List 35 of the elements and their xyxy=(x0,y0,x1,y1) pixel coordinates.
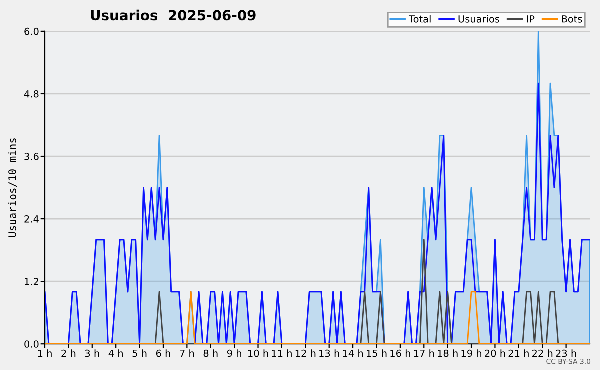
legend-label: IP xyxy=(527,16,535,23)
y-tick-label: 3.6 xyxy=(24,152,39,160)
x-tick-label: 6 h xyxy=(156,350,170,358)
x-tick-label: 8 h xyxy=(204,350,218,358)
x-tick-label: 10 h xyxy=(248,350,268,358)
legend-label: Total xyxy=(408,15,431,23)
x-tick-label: 14 h xyxy=(343,350,364,358)
x-tick-label: 1 h xyxy=(38,350,52,358)
x-tick-label: 17 h xyxy=(414,350,434,358)
x-tick-label: 3 h xyxy=(85,350,100,358)
x-tick-label: 13 h xyxy=(320,350,340,358)
x-tick-label: 11 h xyxy=(272,350,292,358)
y-tick-label: 6.0 xyxy=(24,28,39,36)
y-tick-label: 1.2 xyxy=(25,278,38,286)
x-tick-label: 21 h xyxy=(508,350,529,358)
x-tick-label: 15 h xyxy=(366,350,387,358)
y-axis-title: Usuarios/10 mins xyxy=(8,138,18,238)
x-tick-label: 20 h xyxy=(485,350,506,358)
x-tick-label: 16 h xyxy=(390,350,410,358)
x-tick-label: 2 h xyxy=(62,350,76,358)
legend-label: Usuarios xyxy=(458,15,500,23)
x-tick-label: 23 h xyxy=(556,350,576,358)
x-tick-label: 5 h xyxy=(132,350,147,358)
x-tick-label: 7 h xyxy=(180,350,194,358)
x-tick-label: 22 h xyxy=(532,350,553,358)
y-tick-label: 0.0 xyxy=(24,340,39,348)
x-tick-label: 12 h xyxy=(296,350,316,358)
x-tick-label: 4 h xyxy=(108,350,123,358)
x-tick-label: 9 h xyxy=(227,350,242,358)
x-tick-label: 19 h xyxy=(462,350,482,358)
x-tick-label: 18 h xyxy=(438,350,458,358)
y-tick-label: 4.8 xyxy=(24,90,39,98)
legend-label: Bots xyxy=(562,16,582,23)
y-tick-label: 2.4 xyxy=(24,216,39,223)
chart-title: Usuarios 2025-06-09 xyxy=(91,10,256,21)
